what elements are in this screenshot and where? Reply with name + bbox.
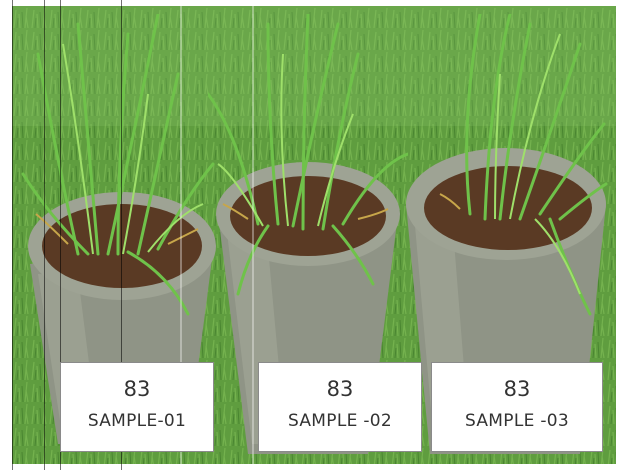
sample-value: 83	[326, 377, 354, 401]
scan-artifact-line	[44, 0, 45, 470]
sample-value: 83	[123, 377, 151, 401]
scan-artifact-line	[252, 0, 254, 470]
scan-artifact-line	[121, 0, 122, 470]
sample-label-01: 83 SAMPLE-01	[60, 362, 214, 452]
sample-name: SAMPLE -03	[464, 411, 570, 431]
sample-name: SAMPLE-01	[87, 411, 187, 431]
sample-value: 83	[503, 377, 531, 401]
sample-label-02: 83 SAMPLE -02	[258, 362, 422, 452]
scan-artifact-line	[180, 0, 182, 470]
sample-name: SAMPLE -02	[287, 411, 393, 431]
scan-artifact-line	[60, 0, 61, 470]
scan-artifact-line	[12, 0, 13, 470]
sample-label-03: 83 SAMPLE -03	[431, 362, 603, 452]
